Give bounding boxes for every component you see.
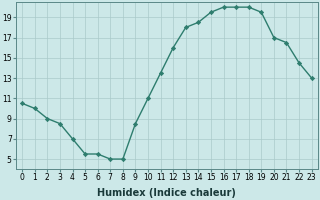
X-axis label: Humidex (Indice chaleur): Humidex (Indice chaleur) xyxy=(98,188,236,198)
